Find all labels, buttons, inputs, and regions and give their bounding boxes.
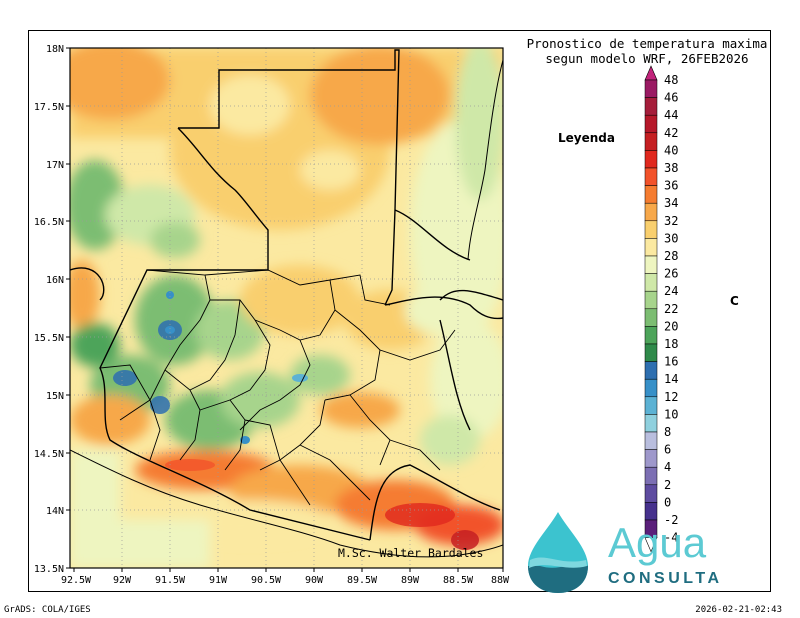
colorbar-swatch [644,449,658,468]
colorbar-swatch [644,185,658,204]
footer-timestamp: 2026-02-21-02:43 [695,605,782,615]
colorbar-label: 8 [664,425,671,439]
y-tick-label: 16.5N [34,217,64,228]
colorbar-swatch [644,273,658,292]
colorbar-top-arrow [644,65,658,81]
x-tick-label: 92.5W [61,575,92,586]
y-tick-label: 13.5N [34,564,64,575]
author-credit: M.Sc. Walter Bardales [338,546,484,560]
colorbar-label: 4 [664,460,671,474]
colorbar-swatch [644,361,658,380]
colorbar-swatch [644,114,658,134]
colorbar-label: 28 [664,249,678,263]
colorbar-label: 6 [664,443,671,457]
logo-subtitle: CONSULTA [608,570,723,587]
colorbar-swatch [644,414,658,433]
colorbar-swatch [644,378,658,398]
colorbar-swatch [644,167,658,186]
logo-word: Agua [608,519,707,566]
colorbar-label: 32 [664,214,678,228]
y-tick-label: 15.5N [34,333,64,344]
department-borders [99,269,456,506]
colorbar-swatch [644,79,658,98]
x-tick-label: 88.5W [443,575,474,586]
y-tick-label: 16N [46,275,64,286]
colorbar-label: 24 [664,284,678,298]
y-tick-label: 18N [46,44,64,55]
colorbar-swatch [644,308,658,327]
colorbar-swatch [644,343,658,362]
y-tick-label: 14.5N [34,449,64,460]
map-title: Pronostico de temperatura maxima segun m… [518,36,776,66]
x-tick-label: 90W [305,575,324,586]
colorbar-label: -2 [664,513,678,527]
colorbar-label: 18 [664,337,678,351]
colorbar-bottom-arrow [644,537,658,553]
colorbar-label: 46 [664,91,678,105]
colorbar-label: 2 [664,478,671,492]
coastlines [70,59,503,558]
colorbar-label: 40 [664,143,678,157]
colorbar-label: 16 [664,355,678,369]
figure-frame [28,30,771,592]
colorbar-label: 30 [664,231,678,245]
colorbar-swatch [644,326,658,345]
colorbar-swatch [644,220,658,239]
x-tick-label: 89W [401,575,420,586]
units-label: C [730,294,739,308]
x-tick-label: 90.5W [251,575,282,586]
colorbar-label: 20 [664,319,678,333]
x-tick-label: 91.5W [155,575,186,586]
colorbar-swatch [644,484,658,503]
colorbar-label: 38 [664,161,678,175]
y-tick-label: 15N [46,391,64,402]
colorbar-swatch [644,202,658,222]
colorbar-label: 42 [664,126,678,140]
x-tick-label: 92W [113,575,132,586]
y-tick-label: 17.5N [34,102,64,113]
y-tick-label: 14N [46,506,64,517]
colorbar-label: -4 [664,531,678,545]
color-bar: 4846444240383634323028262422201816141210… [644,65,678,553]
colorbar-swatch [644,255,658,274]
colorbar-label: 0 [664,495,671,509]
colorbar-swatch [644,97,658,116]
colorbar-swatch [644,290,658,310]
colorbar-label: 12 [664,390,678,404]
colorbar-label: 10 [664,407,678,421]
title-line-2: segun modelo WRF, 26FEB2026 [545,51,749,66]
x-tick-label: 88W [491,575,510,586]
axis-ticks [66,47,504,572]
colorbar-swatch [644,431,658,450]
colorbar-swatch [644,150,658,169]
y-tick-label: 17N [46,160,64,171]
colorbar-swatch [644,396,658,415]
colorbar-label: 26 [664,267,678,281]
colorbar-swatch [644,466,658,486]
x-tick-label: 89.5W [347,575,378,586]
colorbar-label: 22 [664,302,678,316]
legend-title: Leyenda [558,131,615,145]
x-tick-label: 91W [209,575,228,586]
map-border [69,47,504,569]
colorbar-label: 36 [664,179,678,193]
colorbar-swatch [644,502,658,521]
footer-software: GrADS: COLA/IGES [4,605,91,615]
colorbar-label: 34 [664,196,678,210]
colorbar-swatch [644,132,658,151]
country-borders [70,49,503,541]
title-line-1: Pronostico de temperatura maxima [526,36,768,51]
colorbar-label: 44 [664,108,678,122]
colorbar-swatch [644,238,658,257]
agua-consulta-logo: Agua CONSULTA [528,512,723,593]
colorbar-label: 48 [664,73,678,87]
colorbar-label: 14 [664,372,678,386]
